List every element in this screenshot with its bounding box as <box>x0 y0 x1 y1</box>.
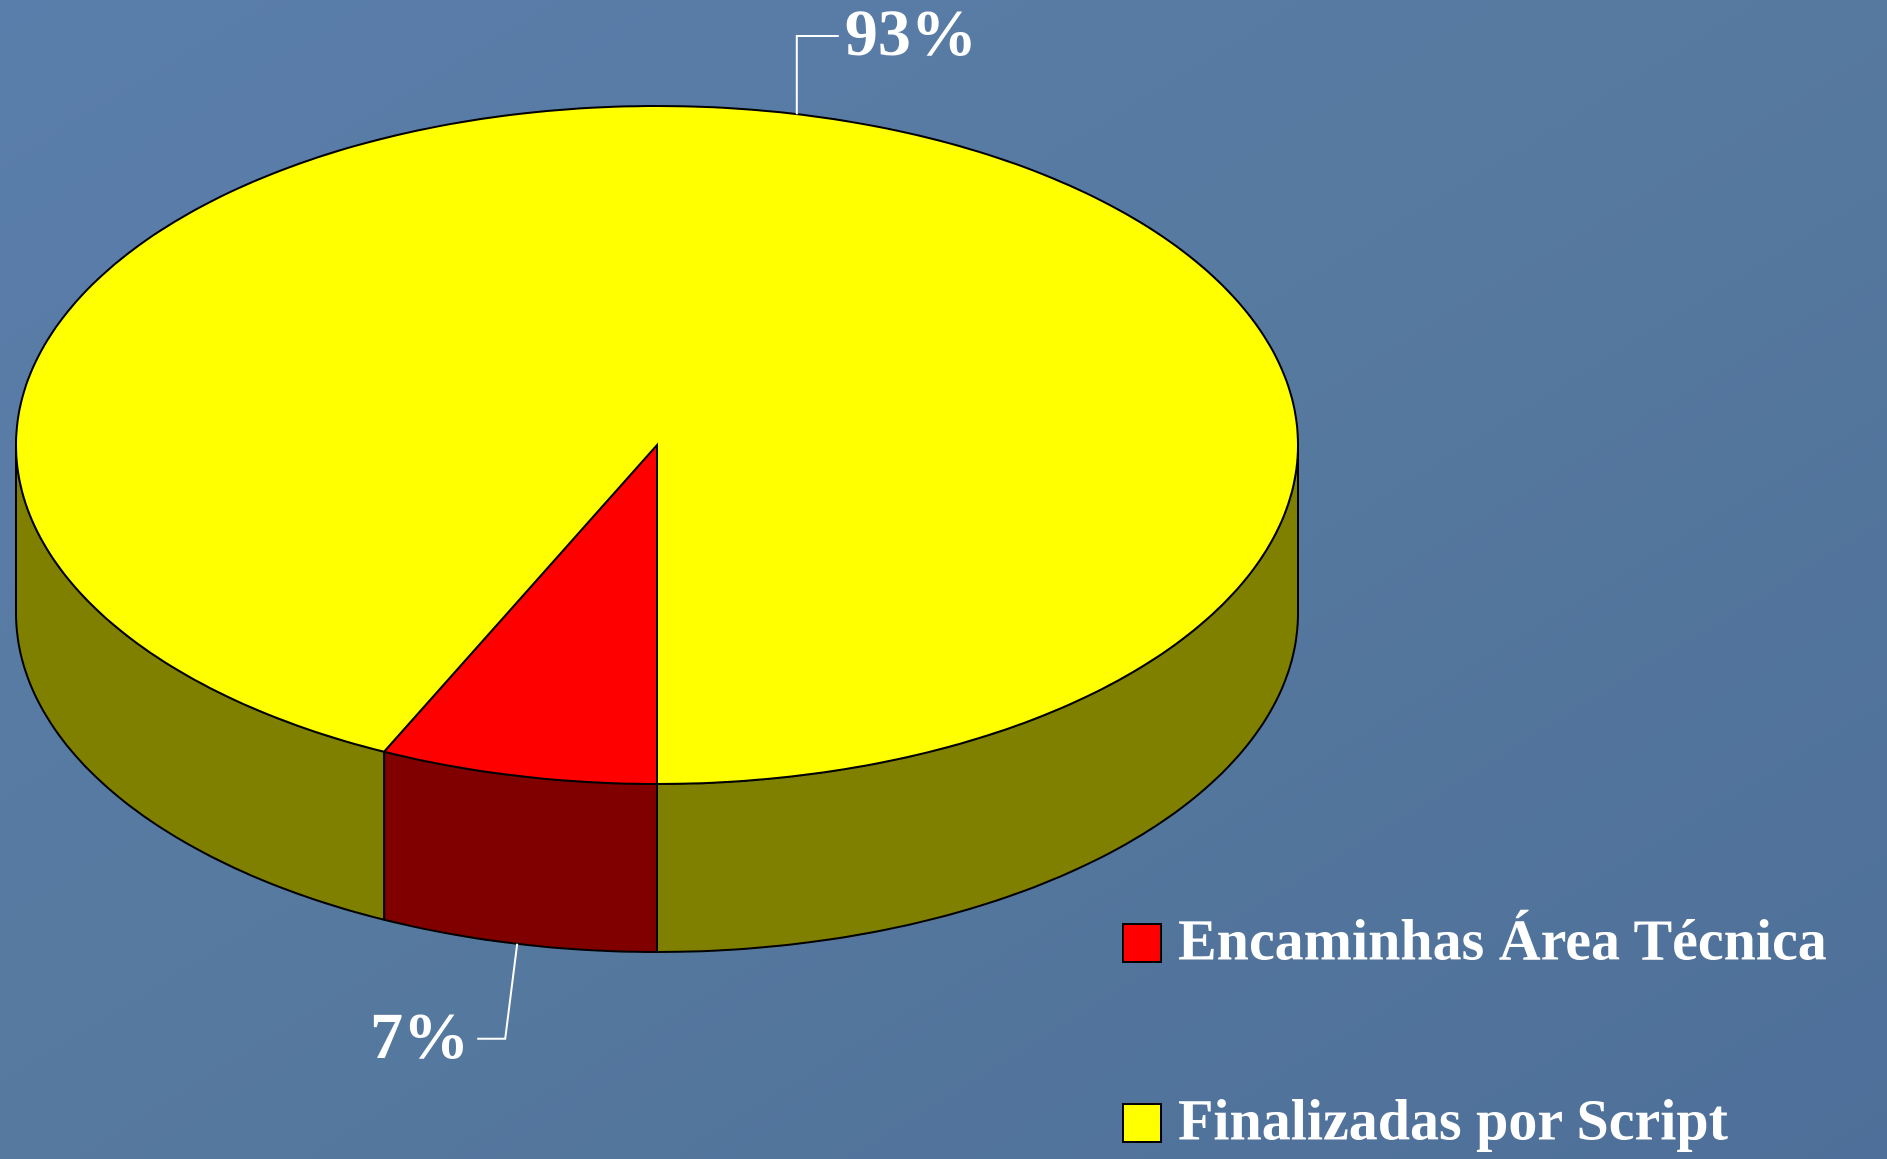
legend-label: Encaminhas Área Técnica <box>1178 907 1827 972</box>
leader-line <box>477 943 519 1040</box>
slice <box>382 442 658 785</box>
slice <box>14 105 1300 786</box>
data-label: 93% <box>845 0 977 70</box>
data-label: 7% <box>370 1000 469 1073</box>
leader-line <box>795 35 839 115</box>
legend-swatch <box>1122 923 1162 963</box>
legend-label: Finalizadas por Script <box>1178 1087 1729 1152</box>
legend-swatch <box>1122 1103 1162 1143</box>
